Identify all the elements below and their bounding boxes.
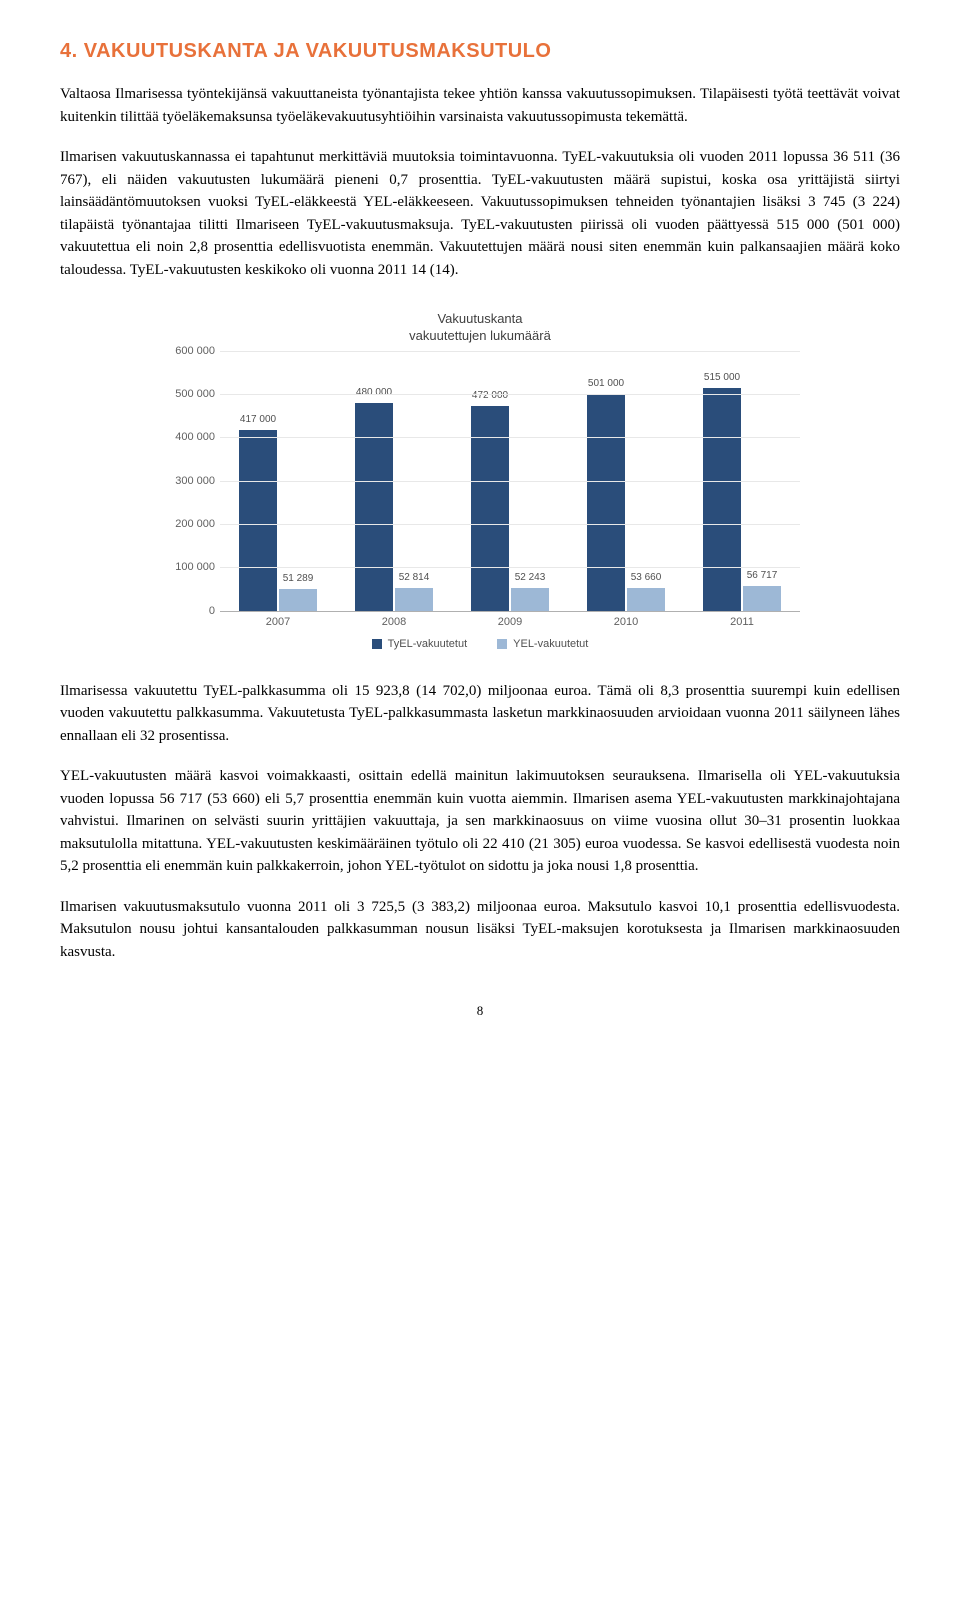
gridline — [220, 481, 800, 482]
legend-label: YEL-vakuutetut — [513, 638, 588, 650]
paragraph-2: Ilmarisen vakuutuskannassa ei tapahtunut… — [60, 146, 900, 281]
gridline — [220, 394, 800, 395]
bar-value-label: 472 000 — [472, 390, 508, 401]
bar-value-label: 51 289 — [283, 573, 314, 584]
chart-title: Vakuutuskanta vakuutettujen lukumäärä — [160, 311, 800, 345]
gridline — [220, 351, 800, 352]
bar: 417 000 — [239, 430, 277, 611]
x-label: 2007 — [238, 616, 318, 628]
bar-value-label: 56 717 — [747, 570, 778, 581]
legend-label: TyEL-vakuutetut — [388, 638, 468, 650]
y-tick: 300 000 — [160, 475, 215, 487]
bar: 52 814 — [395, 588, 433, 611]
y-tick: 500 000 — [160, 388, 215, 400]
paragraph-1: Valtaosa Ilmarisessa työntekijänsä vakuu… — [60, 83, 900, 128]
paragraph-3: Ilmarisessa vakuutettu TyEL-palkkasumma … — [60, 680, 900, 748]
chart-x-axis: 2007 2008 2009 2010 2011 — [220, 616, 800, 628]
x-label: 2010 — [586, 616, 666, 628]
bar: 480 000 — [355, 403, 393, 611]
legend-swatch — [372, 639, 382, 649]
bar: 53 660 — [627, 588, 665, 611]
legend-swatch — [497, 639, 507, 649]
gridline — [220, 437, 800, 438]
bar: 56 717 — [743, 586, 781, 611]
bar-value-label: 515 000 — [704, 372, 740, 383]
chart-y-axis: 0100 000200 000300 000400 000500 000600 … — [160, 351, 215, 611]
paragraph-5: Ilmarisen vakuutusmaksutulo vuonna 2011 … — [60, 896, 900, 964]
bar-value-label: 417 000 — [240, 414, 276, 425]
legend-item: TyEL-vakuutetut — [372, 638, 468, 650]
y-tick: 400 000 — [160, 431, 215, 443]
gridline — [220, 567, 800, 568]
vakuutuskanta-chart: Vakuutuskanta vakuutettujen lukumäärä 01… — [160, 311, 800, 650]
y-tick: 0 — [160, 605, 215, 617]
gridline — [220, 524, 800, 525]
legend-item: YEL-vakuutetut — [497, 638, 588, 650]
bar-value-label: 52 243 — [515, 572, 546, 583]
chart-legend: TyEL-vakuutetut YEL-vakuutetut — [160, 638, 800, 650]
bar-value-label: 52 814 — [399, 572, 430, 583]
chart-title-line2: vakuutettujen lukumäärä — [409, 328, 551, 343]
bar-value-label: 480 000 — [356, 387, 392, 398]
bar: 501 000 — [587, 394, 625, 611]
y-tick: 600 000 — [160, 345, 215, 357]
chart-title-line1: Vakuutuskanta — [437, 311, 522, 326]
bar: 51 289 — [279, 589, 317, 611]
page-number: 8 — [60, 1003, 900, 1019]
bar-value-label: 53 660 — [631, 572, 662, 583]
paragraph-4: YEL-vakuutusten määrä kasvoi voimakkaast… — [60, 765, 900, 878]
bar: 515 000 — [703, 388, 741, 611]
y-tick: 100 000 — [160, 561, 215, 573]
bar-group: 480 00052 814 — [355, 403, 433, 611]
bar-value-label: 501 000 — [588, 378, 624, 389]
bar-group: 515 00056 717 — [703, 388, 781, 611]
bar: 52 243 — [511, 588, 549, 611]
x-label: 2008 — [354, 616, 434, 628]
x-label: 2011 — [702, 616, 782, 628]
section-heading: 4. VAKUUTUSKANTA JA VAKUUTUSMAKSUTULO — [60, 40, 900, 63]
chart-plot-area: 0100 000200 000300 000400 000500 000600 … — [220, 351, 800, 612]
x-label: 2009 — [470, 616, 550, 628]
bar-group: 501 00053 660 — [587, 394, 665, 611]
bar-group: 417 00051 289 — [239, 430, 317, 611]
y-tick: 200 000 — [160, 518, 215, 530]
